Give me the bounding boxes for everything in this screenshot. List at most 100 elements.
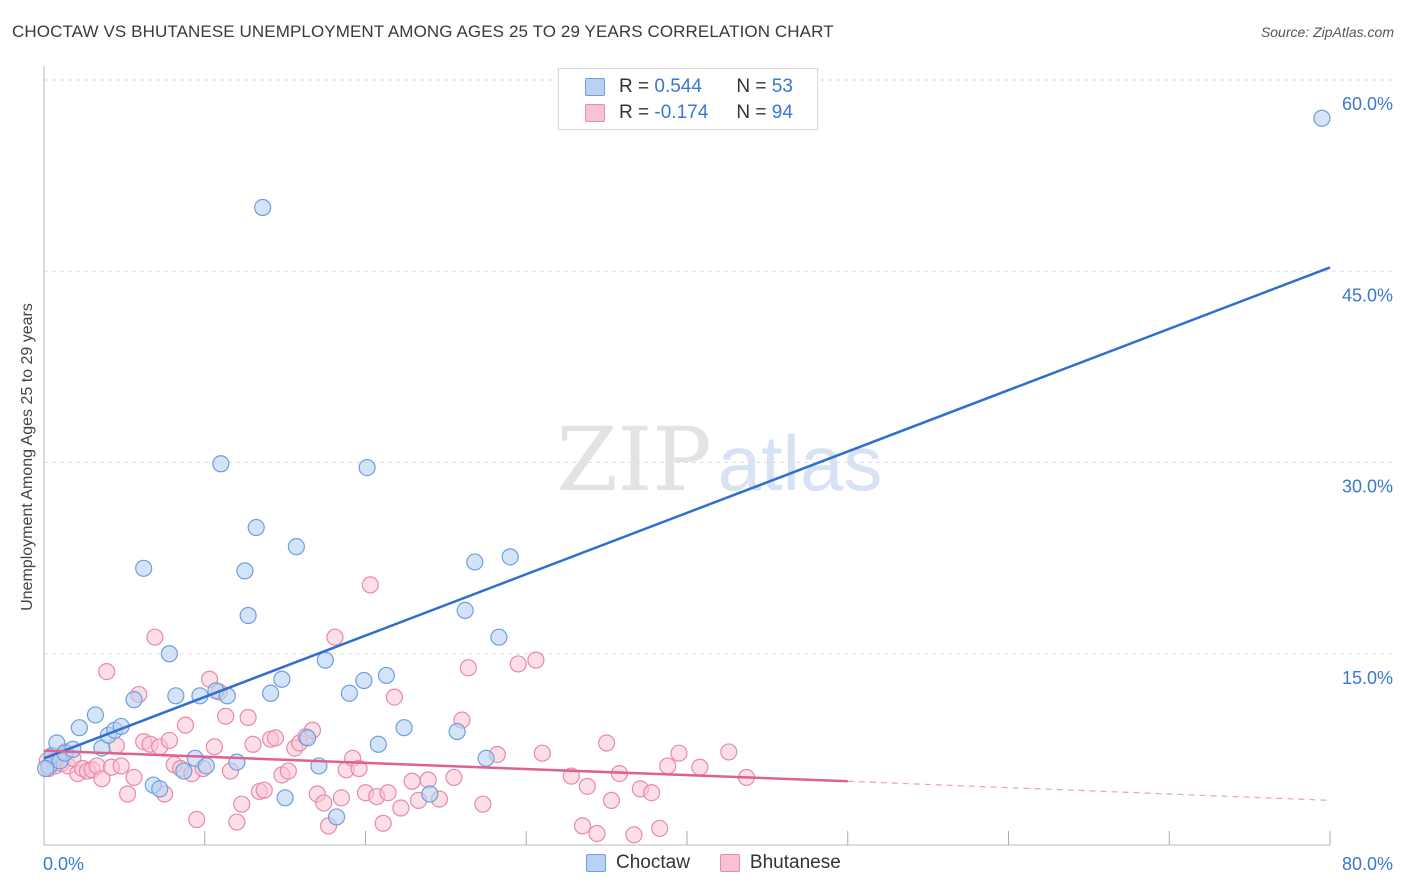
bhutanese-point-39 [228,813,246,831]
choctaw-point-38 [340,684,359,702]
choctaw-r-label: R = [619,76,650,97]
bhutanese-point-64 [374,814,392,832]
choctaw-legend-swatch [586,854,606,872]
choctaw-point-16 [160,645,178,663]
choctaw-point-50 [501,548,519,566]
choctaw-point-23 [212,455,230,473]
bhutanese-point-14 [93,770,111,788]
bhutanese-point-81 [573,817,592,835]
choctaw-point-26 [236,562,254,580]
bhutanese-legend-swatch [719,854,740,872]
bhutanese-point-40 [233,795,251,813]
tick-labels: 15.0% 30.0% 45.0% 60.0% 0.0% 80.0% [43,94,1393,874]
series-legend-choctaw[interactable]: Choctaw [586,852,690,874]
choctaw-point-48 [477,749,495,767]
choctaw-point-47 [466,553,484,571]
trend-lines [43,266,1331,801]
choctaw-point-27 [239,606,257,625]
choctaw-legend-label: Choctaw [616,852,690,873]
watermark-zip: ZIP [556,408,711,511]
bhutanese-point-78 [527,651,545,669]
bhutanese-point-90 [651,819,669,838]
bhutanese-point-67 [392,799,410,817]
bhutanese-point-44 [255,781,273,799]
bhutanese-point-65 [379,784,397,802]
bhutanese-point-94 [720,743,738,761]
source-label: Source: ZipAtlas.com [1260,24,1394,40]
choctaw-point-42 [377,666,395,685]
choctaw-trend-line [43,266,1331,760]
choctaw-point-21 [197,757,215,775]
bhutanese-n-label: N = [736,102,767,123]
bhutanese-point-35 [205,738,223,756]
bhutanese-point-85 [602,791,621,809]
bhutanese-point-89 [643,784,661,802]
bhutanese-point-56 [326,628,344,646]
y-tick-label-45: 45.0% [1342,285,1393,305]
bhutanese-point-32 [188,810,206,829]
watermark: ZIP atlas [556,408,882,511]
choctaw-point-28 [247,518,265,537]
bhutanese-point-80 [562,767,580,785]
choctaw-point-36 [316,651,334,669]
bhutanese-r-label: R = [619,102,650,123]
bhutanese-r-value: -0.174 [654,102,709,123]
choctaw-n-value: 53 [771,76,793,97]
bhutanese-point-75 [474,795,492,813]
bhutanese-point-66 [385,688,404,706]
y-tick-label-15: 15.0% [1342,668,1393,688]
bhutanese-point-37 [217,707,235,725]
bhutanese-point-68 [403,772,421,790]
x-tick-label-min: 0.0% [43,854,84,874]
choctaw-point-39 [355,671,373,690]
choctaw-n-label: N = [736,76,767,97]
legend-row-choctaw: R = 0.544 N = 53 [585,75,793,99]
bhutanese-point-41 [239,708,257,727]
bhutanese-point-60 [350,759,368,778]
choctaw-point-15 [151,780,169,798]
bhutanese-point-57 [332,789,350,807]
choctaw-point-52 [37,759,55,778]
bhutanese-swatch [585,104,605,122]
bhutanese-point-74 [459,659,477,677]
series-legend-bhutanese[interactable]: Bhutanese [719,852,841,874]
bhutanese-point-20 [125,768,143,787]
bhutanese-legend-label: Bhutanese [749,852,841,873]
bhutanese-points [38,576,756,844]
choctaw-point-51 [1313,109,1331,127]
bhutanese-point-83 [588,824,606,843]
choctaw-point-32 [276,789,294,807]
bhutanese-trend-line [43,749,848,783]
choctaw-point-29 [254,198,272,217]
legend-row-bhutanese: R = -0.174 N = 94 [585,101,793,125]
chart-title: CHOCTAW VS BHUTANESE UNEMPLOYMENT AMONG … [12,22,834,41]
bhutanese-point-54 [315,794,333,812]
choctaw-point-13 [135,559,153,577]
bhutanese-point-27 [160,731,178,750]
bhutanese-point-87 [625,826,643,844]
choctaw-point-17 [167,687,185,705]
bhutanese-point-18 [112,757,130,775]
bhutanese-point-93 [691,758,709,776]
bhutanese-n-value: 94 [771,102,793,123]
choctaw-point-33 [287,538,305,556]
choctaw-point-45 [448,722,466,741]
axes [43,66,1331,846]
choctaw-point-37 [327,808,346,826]
choctaw-point-18 [175,762,193,780]
choctaw-point-44 [421,785,439,803]
choctaw-point-6 [70,719,88,737]
choctaw-point-49 [490,628,508,646]
choctaw-swatch [585,78,605,96]
bhutanese-point-77 [509,655,527,673]
bhutanese-point-91 [659,757,677,775]
choctaw-r-value: 0.544 [654,76,702,97]
choctaw-point-7 [86,706,105,724]
bhutanese-trend-extension [847,780,1331,801]
bhutanese-point-82 [578,777,596,795]
bhutanese-point-30 [176,716,195,734]
bhutanese-point-84 [598,734,616,752]
bhutanese-point-42 [244,735,262,753]
choctaw-point-46 [456,601,474,620]
